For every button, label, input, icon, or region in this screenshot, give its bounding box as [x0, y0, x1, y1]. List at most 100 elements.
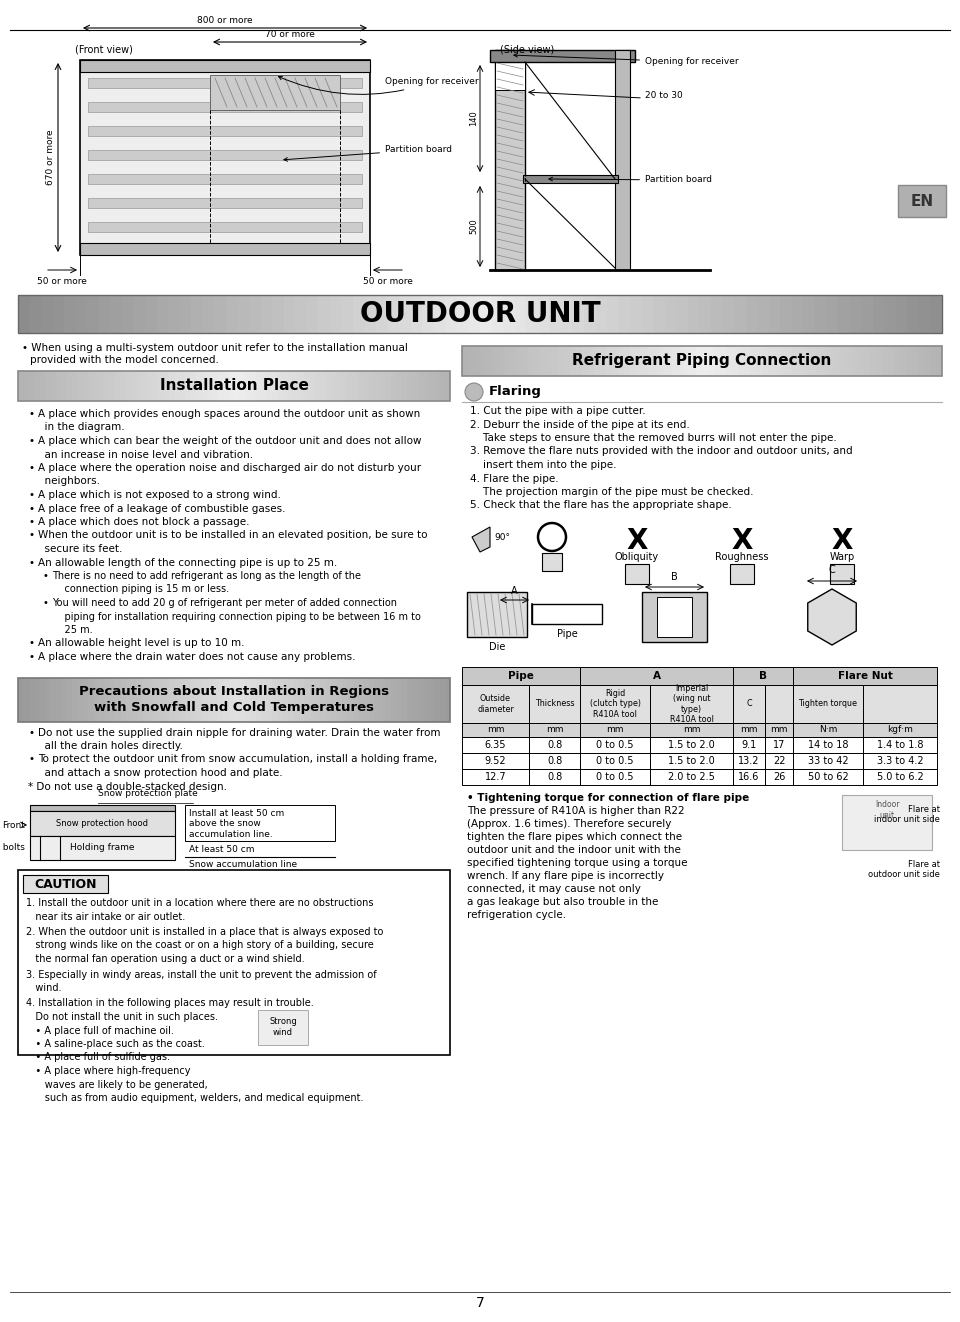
Text: •: •: [28, 504, 34, 513]
Bar: [76, 295, 87, 333]
Bar: [650, 769, 733, 785]
Bar: [580, 736, 650, 754]
Bar: [66, 677, 72, 722]
Bar: [261, 677, 266, 722]
Bar: [792, 346, 798, 375]
Bar: [88, 149, 362, 160]
Bar: [529, 723, 580, 736]
Bar: [468, 346, 474, 375]
Bar: [203, 295, 214, 333]
Bar: [630, 295, 641, 333]
Bar: [239, 677, 245, 722]
Bar: [304, 677, 309, 722]
Text: Imperial
(wing nut
type)
R410A tool: Imperial (wing nut type) R410A tool: [669, 683, 713, 724]
Bar: [261, 371, 266, 401]
Text: 0 to 0.5: 0 to 0.5: [596, 756, 634, 765]
Bar: [348, 677, 352, 722]
Bar: [88, 198, 362, 208]
Bar: [277, 371, 282, 401]
Text: A place which does not block a passage.: A place which does not block a passage.: [38, 517, 250, 527]
Bar: [540, 346, 546, 375]
Text: B: B: [759, 672, 767, 681]
Text: 3. Especially in windy areas, install the unit to prevent the admission of: 3. Especially in windy areas, install th…: [26, 969, 376, 980]
Text: At least 50 cm: At least 50 cm: [189, 845, 254, 854]
Bar: [757, 295, 769, 333]
Bar: [18, 371, 23, 401]
Bar: [529, 736, 580, 754]
Text: 500: 500: [469, 218, 478, 234]
Text: 2. Deburr the inside of the pipe at its end.: 2. Deburr the inside of the pipe at its …: [470, 419, 689, 430]
Bar: [765, 769, 793, 785]
Bar: [793, 754, 863, 769]
Bar: [18, 677, 23, 722]
Text: mm: mm: [683, 726, 700, 735]
Text: wrench. If any flare pipe is incorrectly: wrench. If any flare pipe is incorrectly: [467, 871, 664, 880]
Text: Obliquity: Obliquity: [615, 553, 660, 562]
Text: provided with the model concerned.: provided with the model concerned.: [30, 356, 219, 365]
Bar: [304, 371, 309, 401]
Bar: [492, 295, 503, 333]
Bar: [169, 371, 175, 401]
Bar: [39, 371, 45, 401]
Bar: [503, 295, 515, 333]
Bar: [894, 346, 900, 375]
Bar: [863, 754, 937, 769]
Bar: [266, 677, 272, 722]
Bar: [804, 295, 815, 333]
Bar: [765, 736, 793, 754]
Bar: [830, 564, 854, 584]
Bar: [369, 371, 374, 401]
Bar: [283, 295, 296, 333]
Text: X: X: [831, 527, 852, 555]
Bar: [936, 346, 942, 375]
Bar: [401, 371, 407, 401]
Text: 13.2: 13.2: [738, 756, 759, 765]
Bar: [444, 371, 450, 401]
Text: outdoor unit and the indoor unit with the: outdoor unit and the indoor unit with th…: [467, 845, 681, 855]
Bar: [434, 295, 445, 333]
Bar: [930, 295, 942, 333]
Bar: [834, 346, 840, 375]
Bar: [18, 870, 450, 1055]
Bar: [924, 346, 930, 375]
Bar: [828, 346, 834, 375]
Bar: [618, 295, 630, 333]
Text: X: X: [732, 527, 753, 555]
Bar: [337, 371, 342, 401]
Bar: [515, 295, 526, 333]
Bar: [930, 346, 936, 375]
Bar: [23, 371, 29, 401]
Text: wind.: wind.: [26, 984, 61, 993]
Bar: [115, 677, 121, 722]
Bar: [80, 243, 370, 255]
Bar: [374, 371, 380, 401]
Bar: [723, 295, 734, 333]
Bar: [245, 371, 251, 401]
Text: • A place where high-frequency: • A place where high-frequency: [26, 1066, 190, 1076]
Text: 1. Cut the pipe with a pipe cutter.: 1. Cut the pipe with a pipe cutter.: [470, 406, 646, 416]
Text: C: C: [746, 699, 752, 709]
Bar: [863, 685, 937, 723]
Bar: [50, 371, 56, 401]
Polygon shape: [807, 590, 856, 645]
Bar: [105, 677, 109, 722]
Bar: [88, 175, 362, 184]
Bar: [600, 346, 606, 375]
Bar: [342, 371, 348, 401]
Bar: [18, 677, 450, 722]
Text: B: B: [671, 572, 678, 582]
Bar: [873, 295, 884, 333]
Bar: [765, 685, 793, 723]
Text: mm: mm: [770, 726, 788, 735]
Bar: [260, 295, 272, 333]
Bar: [255, 677, 261, 722]
Bar: [35, 371, 39, 401]
Bar: [353, 677, 358, 722]
Text: • When using a multi-system outdoor unit refer to the installation manual: • When using a multi-system outdoor unit…: [22, 342, 408, 353]
Bar: [793, 668, 937, 685]
Bar: [462, 685, 529, 723]
Bar: [109, 371, 115, 401]
Bar: [588, 346, 594, 375]
Text: Tighten torque: Tighten torque: [799, 699, 857, 709]
Text: •: •: [28, 517, 34, 527]
